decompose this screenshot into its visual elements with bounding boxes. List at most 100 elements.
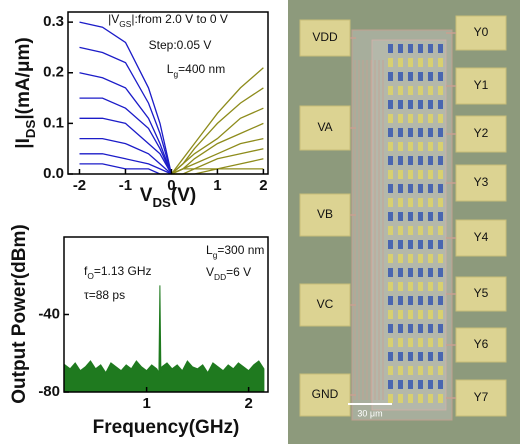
device	[428, 142, 433, 151]
curve	[79, 21, 173, 175]
device	[388, 394, 393, 403]
device	[418, 268, 423, 277]
device	[438, 170, 443, 179]
device	[388, 380, 393, 389]
device	[428, 156, 433, 165]
device	[428, 100, 433, 109]
device	[408, 380, 413, 389]
device	[408, 338, 413, 347]
pad	[299, 105, 351, 151]
device	[398, 72, 403, 81]
device	[438, 352, 443, 361]
device	[438, 184, 443, 193]
device	[418, 310, 423, 319]
x-axis-label-part: Frequency(GHz)	[93, 417, 240, 438]
device	[428, 394, 433, 403]
x-tick-label: -1	[119, 177, 132, 194]
y-tick-label: 0.2	[43, 64, 64, 81]
device	[428, 226, 433, 235]
device	[438, 296, 443, 305]
scale-label: 30 μm	[357, 408, 382, 418]
device	[388, 58, 393, 67]
device	[388, 268, 393, 277]
device	[428, 86, 433, 95]
annotation-part: DD	[214, 272, 226, 282]
device	[388, 296, 393, 305]
device	[408, 268, 413, 277]
device	[408, 282, 413, 291]
device	[398, 142, 403, 151]
device	[388, 310, 393, 319]
device	[438, 366, 443, 375]
device	[418, 184, 423, 193]
device	[408, 310, 413, 319]
device	[418, 58, 423, 67]
y-tick-label: 0.3	[43, 13, 64, 30]
annotation: Lg=400 nm	[167, 62, 225, 79]
device	[418, 170, 423, 179]
device	[398, 310, 403, 319]
device	[428, 184, 433, 193]
device	[438, 86, 443, 95]
pad-label: Y4	[474, 230, 489, 244]
pad-label: Y6	[474, 337, 489, 351]
device	[428, 170, 433, 179]
device	[428, 366, 433, 375]
pad-label: Y3	[474, 175, 489, 189]
device	[398, 58, 403, 67]
device	[408, 198, 413, 207]
device	[388, 352, 393, 361]
curve	[171, 122, 264, 175]
device	[418, 226, 423, 235]
device	[428, 254, 433, 263]
device	[398, 296, 403, 305]
y-tick-label: 0.0	[43, 165, 64, 182]
pad	[455, 327, 507, 363]
device	[398, 394, 403, 403]
device	[398, 44, 403, 53]
x-axis-label-part: DS	[152, 195, 171, 210]
x-tick-label: -2	[73, 177, 86, 194]
pad-label: Y5	[474, 286, 489, 300]
device	[438, 198, 443, 207]
device	[418, 100, 423, 109]
device	[418, 352, 423, 361]
device	[418, 338, 423, 347]
device	[428, 338, 433, 347]
curve	[79, 153, 172, 175]
pad-label: Y2	[474, 126, 489, 140]
device	[428, 352, 433, 361]
device	[398, 156, 403, 165]
pad	[455, 379, 507, 417]
device	[398, 268, 403, 277]
annotation-part: V	[206, 265, 214, 279]
device	[438, 380, 443, 389]
annotation-part: |V	[108, 12, 119, 26]
device	[428, 58, 433, 67]
device	[428, 282, 433, 291]
plot-frame	[67, 11, 269, 175]
device	[388, 44, 393, 53]
pad	[455, 67, 507, 105]
device	[438, 156, 443, 165]
device	[388, 282, 393, 291]
device	[428, 296, 433, 305]
spectrum	[64, 285, 265, 393]
y-tick-label: -40	[38, 305, 60, 322]
curve	[79, 117, 172, 175]
x-axis-label: VDS(V)	[140, 185, 197, 210]
device	[438, 128, 443, 137]
device	[398, 338, 403, 347]
device	[418, 366, 423, 375]
annotation-part: GS	[119, 19, 132, 29]
pad	[455, 219, 507, 257]
device	[418, 72, 423, 81]
device	[398, 352, 403, 361]
x-tick-label: 2	[244, 395, 252, 412]
curve	[170, 107, 264, 175]
device	[388, 156, 393, 165]
annotation-part: L	[206, 243, 213, 257]
device	[408, 100, 413, 109]
x-axis-label-part: V	[140, 185, 153, 206]
device	[418, 254, 423, 263]
